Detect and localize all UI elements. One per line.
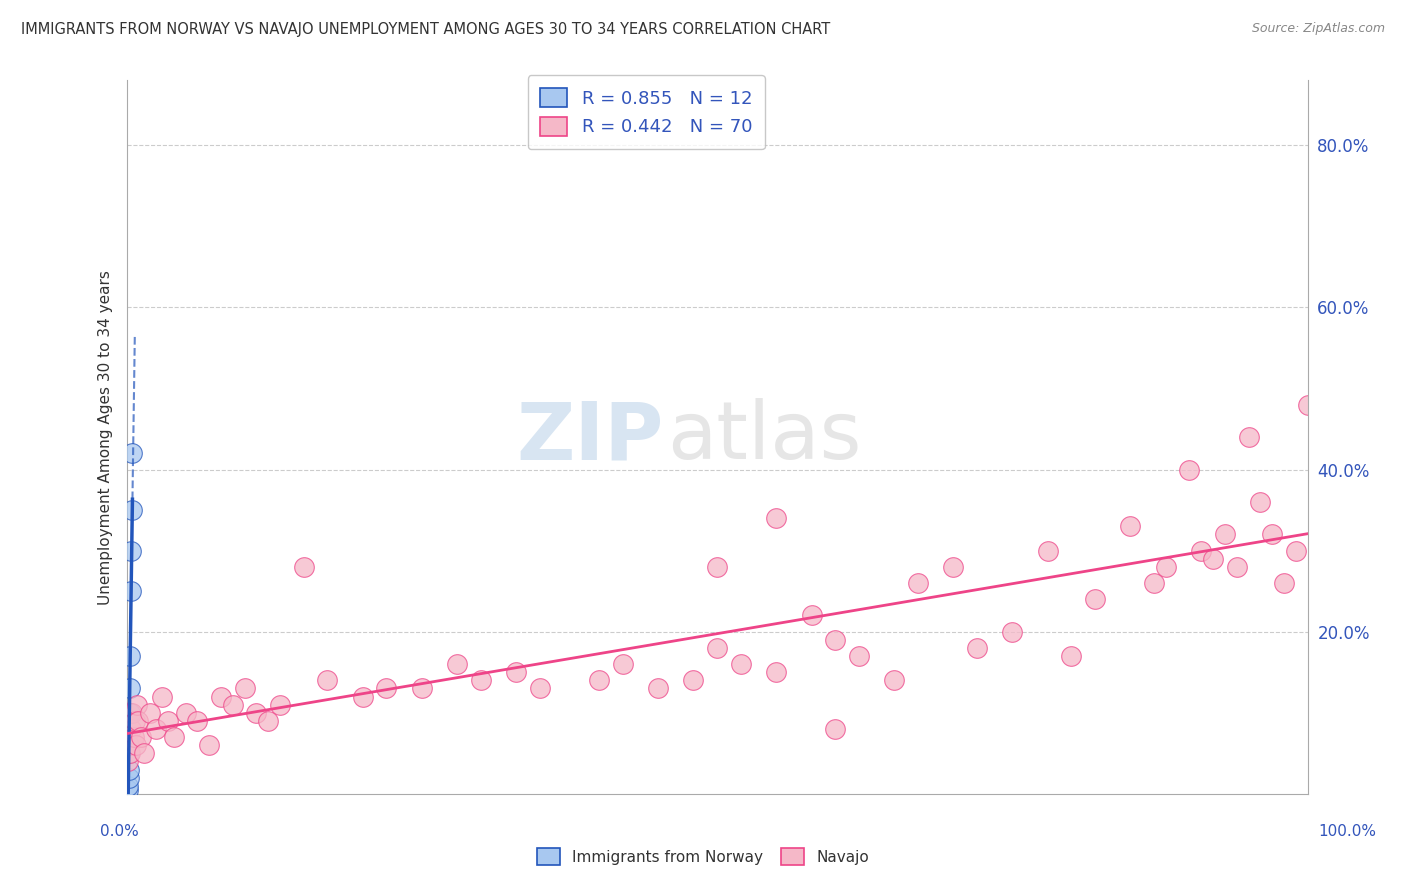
Point xyxy=(1261,527,1284,541)
Point xyxy=(706,640,728,655)
Point xyxy=(145,722,167,736)
Y-axis label: Unemployment Among Ages 30 to 34 years: Unemployment Among Ages 30 to 34 years xyxy=(97,269,112,605)
Point xyxy=(120,747,142,761)
Point xyxy=(446,657,468,672)
Point xyxy=(1202,551,1225,566)
Point xyxy=(411,681,433,696)
Point xyxy=(966,640,988,655)
Point xyxy=(118,747,141,761)
Point xyxy=(1154,559,1177,574)
Text: IMMIGRANTS FROM NORWAY VS NAVAJO UNEMPLOYMENT AMONG AGES 30 TO 34 YEARS CORRELAT: IMMIGRANTS FROM NORWAY VS NAVAJO UNEMPLO… xyxy=(21,22,831,37)
Point xyxy=(257,714,280,728)
Point xyxy=(352,690,374,704)
Legend: R = 0.855   N = 12, R = 0.442   N = 70: R = 0.855 N = 12, R = 0.442 N = 70 xyxy=(527,75,765,149)
Point xyxy=(470,673,492,688)
Point xyxy=(730,657,752,672)
Point xyxy=(233,681,256,696)
Point xyxy=(118,771,141,785)
Point xyxy=(198,738,221,752)
Text: 0.0%: 0.0% xyxy=(100,824,139,838)
Point xyxy=(121,706,143,720)
Text: Source: ZipAtlas.com: Source: ZipAtlas.com xyxy=(1251,22,1385,36)
Point xyxy=(121,503,143,517)
Point xyxy=(1178,462,1201,476)
Point xyxy=(269,698,291,712)
Point xyxy=(848,648,870,663)
Point xyxy=(122,730,145,744)
Point xyxy=(156,714,179,728)
Point xyxy=(118,738,141,752)
Point xyxy=(120,584,142,599)
Point xyxy=(134,747,156,761)
Point xyxy=(907,576,929,591)
Point xyxy=(245,706,267,720)
Point xyxy=(292,559,315,574)
Point xyxy=(1272,576,1295,591)
Point xyxy=(127,698,149,712)
Point xyxy=(588,673,610,688)
Point xyxy=(612,657,634,672)
Point xyxy=(942,559,965,574)
Point xyxy=(120,648,142,663)
Point xyxy=(150,690,173,704)
Point xyxy=(316,673,339,688)
Point xyxy=(1213,527,1236,541)
Point xyxy=(120,543,142,558)
Point xyxy=(1189,543,1212,558)
Point xyxy=(121,446,143,460)
Point xyxy=(186,714,208,728)
Point xyxy=(765,511,787,525)
Point xyxy=(824,632,846,647)
Point xyxy=(209,690,232,704)
Point xyxy=(1084,592,1107,607)
Point xyxy=(682,673,704,688)
Point xyxy=(1296,398,1319,412)
Point xyxy=(1060,648,1083,663)
Point xyxy=(1237,430,1260,444)
Point xyxy=(124,714,146,728)
Point xyxy=(1001,624,1024,639)
Point xyxy=(163,730,186,744)
Point xyxy=(1119,519,1142,533)
Text: atlas: atlas xyxy=(668,398,862,476)
Point xyxy=(125,738,148,752)
Point xyxy=(118,763,141,777)
Point xyxy=(375,681,398,696)
Point xyxy=(129,730,152,744)
Point xyxy=(127,714,149,728)
Point xyxy=(117,782,139,797)
Text: 100.0%: 100.0% xyxy=(1317,824,1376,838)
Point xyxy=(117,779,139,793)
Point xyxy=(139,706,162,720)
Point xyxy=(1143,576,1166,591)
Point xyxy=(800,608,823,623)
Legend: Immigrants from Norway, Navajo: Immigrants from Norway, Navajo xyxy=(530,842,876,871)
Point xyxy=(1249,495,1271,509)
Point xyxy=(1285,543,1308,558)
Point xyxy=(706,559,728,574)
Point xyxy=(117,755,139,769)
Point xyxy=(120,722,142,736)
Point xyxy=(120,706,142,720)
Point xyxy=(647,681,669,696)
Point xyxy=(222,698,245,712)
Point xyxy=(824,722,846,736)
Point xyxy=(174,706,197,720)
Point xyxy=(765,665,787,680)
Point xyxy=(883,673,905,688)
Point xyxy=(529,681,551,696)
Point xyxy=(1036,543,1059,558)
Text: ZIP: ZIP xyxy=(516,398,664,476)
Point xyxy=(505,665,527,680)
Point xyxy=(120,681,142,696)
Point xyxy=(1226,559,1249,574)
